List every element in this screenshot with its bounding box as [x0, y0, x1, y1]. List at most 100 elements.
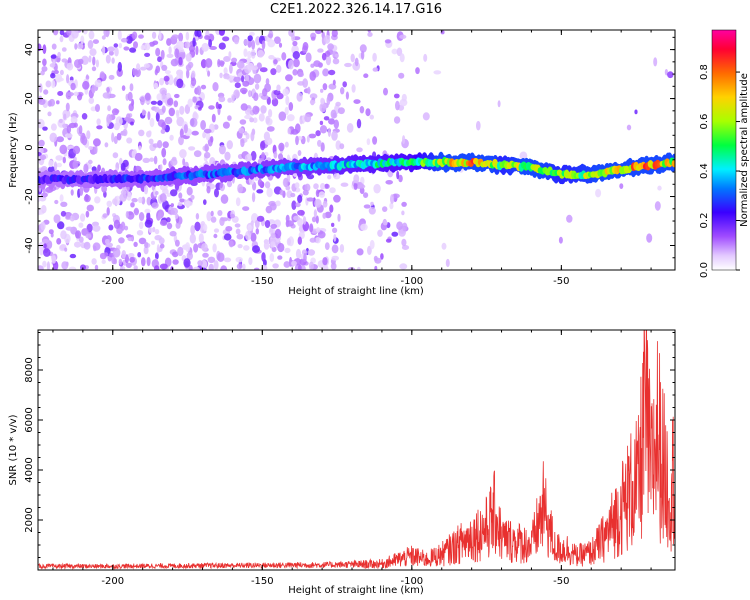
noise-speckle: [106, 207, 110, 216]
colorbar-tick-label: 0.6: [699, 114, 710, 130]
noise-speckle: [317, 48, 324, 53]
noise-speckle: [224, 151, 231, 161]
y-tick-label: -20: [24, 188, 35, 204]
noise-speckle: [133, 41, 138, 49]
noise-speckle: [369, 114, 374, 120]
noise-speckle: [372, 67, 379, 72]
noise-speckle: [321, 52, 327, 61]
noise-speckle: [179, 128, 184, 138]
noise-speckle: [74, 241, 81, 248]
noise-speckle: [129, 83, 134, 92]
noise-speckle: [333, 194, 341, 203]
noise-speckle: [393, 116, 401, 124]
noise-speckle: [259, 67, 268, 73]
noise-speckle: [252, 117, 258, 123]
noise-speckle: [245, 230, 252, 241]
noise-speckle: [62, 156, 66, 164]
noise-speckle: [178, 56, 183, 66]
noise-speckle: [143, 185, 149, 195]
noise-speckle: [258, 113, 265, 122]
noise-speckle: [102, 213, 108, 218]
noise-speckle: [138, 196, 143, 204]
noise-speckle: [159, 193, 167, 203]
noise-speckle: [219, 181, 224, 189]
noise-speckle: [125, 35, 133, 44]
noise-speckle: [212, 243, 217, 253]
noise-speckle: [123, 46, 130, 51]
noise-speckle: [138, 129, 145, 137]
noise-speckle: [121, 250, 127, 259]
noise-speckle: [120, 162, 126, 171]
noise-speckle: [213, 233, 218, 239]
noise-speckle: [476, 120, 481, 131]
noise-speckle: [315, 189, 320, 198]
noise-speckle: [69, 215, 75, 222]
noise-speckle: [385, 238, 392, 243]
noise-speckle: [251, 192, 256, 203]
noise-speckle: [360, 223, 368, 231]
noise-speckle: [129, 256, 136, 263]
noise-speckle: [56, 77, 64, 82]
noise-speckle: [85, 233, 92, 239]
noise-speckle: [309, 223, 314, 233]
noise-speckle: [218, 60, 225, 66]
noise-speckle: [113, 219, 121, 229]
noise-speckle: [155, 191, 159, 195]
noise-speckle: [214, 188, 219, 198]
noise-speckle: [140, 66, 147, 71]
noise-speckle: [53, 214, 61, 224]
noise-speckle: [59, 118, 63, 124]
noise-speckle: [177, 201, 183, 207]
noise-speckle: [68, 266, 77, 270]
noise-speckle: [225, 226, 233, 232]
noise-speckle: [201, 243, 208, 252]
noise-speckle: [114, 47, 119, 57]
noise-speckle: [88, 146, 94, 150]
noise-speckle: [306, 135, 310, 143]
noise-speckle: [50, 54, 57, 59]
noise-speckle: [142, 157, 151, 163]
noise-speckle: [402, 135, 406, 145]
noise-speckle: [255, 228, 259, 235]
noise-speckle: [97, 164, 101, 172]
noise-speckle: [173, 100, 179, 108]
noise-speckle: [204, 151, 211, 159]
noise-speckle: [118, 258, 123, 266]
noise-speckle: [309, 71, 317, 81]
noise-speckle: [231, 57, 238, 63]
noise-speckle: [292, 69, 298, 76]
noise-speckle: [186, 186, 193, 196]
noise-speckle: [309, 100, 316, 105]
snr-y-ticks: 2000 4000 6000 8000: [24, 332, 675, 571]
noise-speckle: [220, 265, 228, 270]
noise-speckle: [59, 144, 68, 155]
ridge-core: [671, 159, 675, 168]
noise-speckle: [356, 118, 362, 129]
noise-speckle: [257, 49, 265, 58]
colorbar: 0.0 0.2 0.4 0.6 0.8 Normalized spectral ampl…: [699, 29, 750, 278]
x-tick-label: -150: [251, 276, 274, 287]
noise-speckle: [382, 206, 388, 213]
noise-speckle: [319, 125, 328, 134]
noise-speckle: [247, 153, 251, 160]
noise-speckle: [193, 150, 202, 158]
noise-speckle: [70, 189, 74, 196]
noise-speckle: [331, 30, 338, 38]
noise-speckle: [170, 189, 178, 197]
noise-speckle: [164, 70, 171, 75]
noise-speckle: [288, 30, 295, 37]
noise-speckle: [149, 157, 155, 162]
noise-speckle: [664, 69, 669, 76]
noise-speckle: [176, 40, 185, 50]
noise-speckle: [66, 30, 72, 36]
noise-speckle: [339, 143, 345, 150]
noise-speckle: [242, 80, 250, 87]
noise-speckle: [166, 192, 172, 197]
colorbar-gradient: [712, 30, 736, 270]
noise-speckle: [46, 261, 50, 270]
noise-speckle: [227, 115, 232, 121]
noise-speckle: [138, 145, 142, 151]
noise-speckle: [260, 105, 267, 114]
snr-y-label: SNR (10 * v/v): [8, 414, 19, 485]
noise-speckle: [320, 88, 324, 93]
